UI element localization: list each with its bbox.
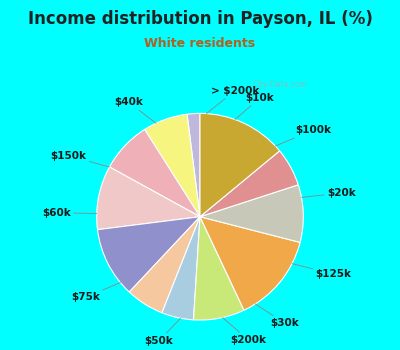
Text: > $200k: > $200k	[206, 86, 259, 114]
Text: $75k: $75k	[71, 282, 120, 302]
Text: $30k: $30k	[255, 304, 299, 328]
Wedge shape	[200, 217, 300, 310]
Text: $125k: $125k	[292, 264, 351, 279]
Wedge shape	[97, 167, 200, 230]
Wedge shape	[162, 217, 200, 320]
Text: Income distribution in Payson, IL (%): Income distribution in Payson, IL (%)	[28, 10, 372, 28]
Wedge shape	[145, 114, 200, 217]
Wedge shape	[110, 130, 200, 217]
Wedge shape	[194, 217, 244, 320]
Text: $20k: $20k	[302, 188, 356, 198]
Wedge shape	[129, 217, 200, 313]
Wedge shape	[200, 185, 303, 243]
Text: City-Data.com: City-Data.com	[253, 80, 308, 89]
Wedge shape	[200, 151, 298, 217]
Wedge shape	[200, 113, 280, 217]
Text: $40k: $40k	[114, 97, 156, 123]
Text: $100k: $100k	[275, 125, 331, 146]
Text: $150k: $150k	[50, 151, 110, 167]
Wedge shape	[187, 113, 200, 217]
Text: White residents: White residents	[144, 37, 256, 50]
Wedge shape	[98, 217, 200, 292]
Text: $50k: $50k	[145, 318, 181, 346]
Text: $200k: $200k	[222, 317, 266, 345]
Text: $60k: $60k	[42, 208, 97, 218]
Text: $10k: $10k	[235, 93, 274, 119]
